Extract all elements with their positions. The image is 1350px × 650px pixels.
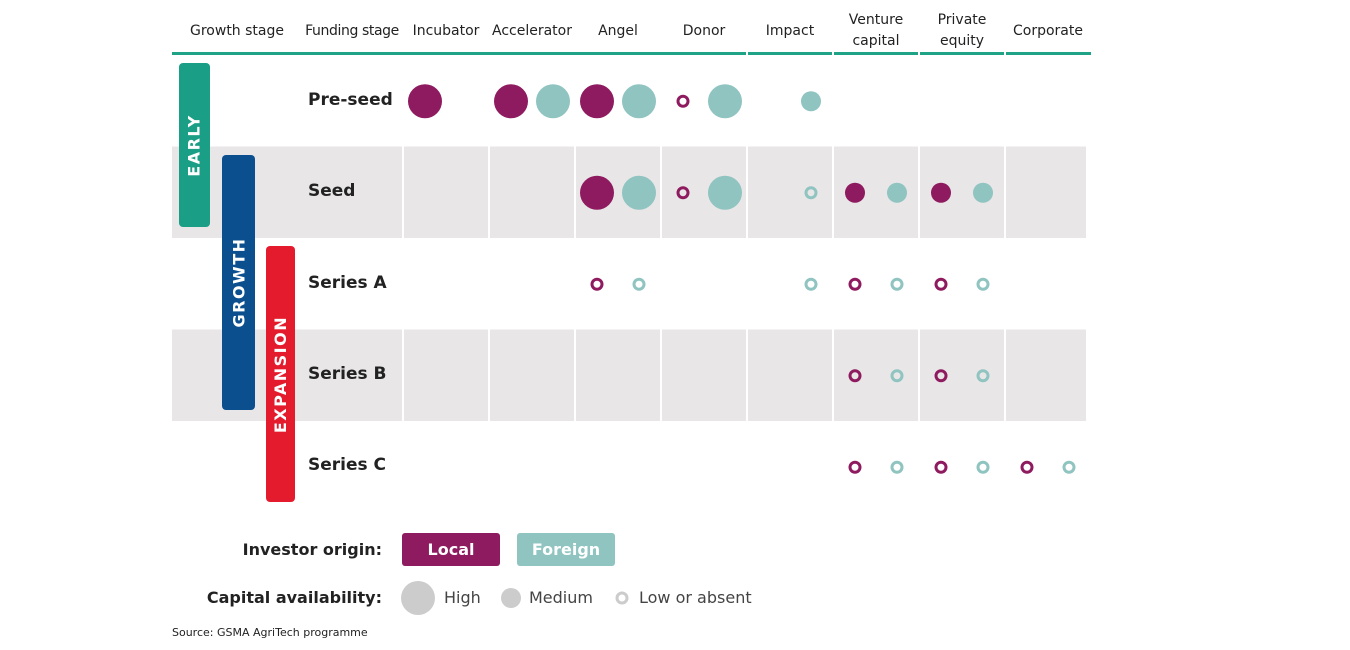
bubble-seed-donor-foreign (708, 175, 742, 210)
bubble-series-a-venture-capital-foreign (890, 277, 904, 291)
band-divider (1090, 146, 1092, 238)
band-divider (1004, 146, 1006, 238)
header-funding-stage: Funding stage (305, 23, 399, 39)
header-accelerator: Accelerator (492, 23, 572, 39)
legend-medium-label: Medium (529, 588, 593, 607)
band-divider (488, 146, 490, 238)
band-divider (918, 146, 920, 238)
header-angel: Angel (598, 23, 638, 39)
band-divider (574, 146, 576, 238)
band-divider (1090, 329, 1092, 421)
row-band-3 (172, 329, 1086, 421)
bubble-series-c-private-equity-local (934, 460, 948, 474)
bubble-series-b-private-equity-foreign (976, 369, 990, 383)
bubble-pre-seed-angel-foreign (622, 84, 656, 119)
bubble-seed-private-equity-foreign (973, 182, 993, 203)
bubble-seed-donor-local (676, 186, 690, 200)
bubble-series-b-private-equity-local (934, 369, 948, 383)
legend-low-label: Low or absent (639, 588, 752, 607)
band-divider (832, 146, 834, 238)
bubble-series-c-private-equity-foreign (976, 460, 990, 474)
bubble-pre-seed-incubator-local (408, 84, 442, 119)
bubble-series-c-corporate-local (1020, 460, 1034, 474)
header-growth-stage: Growth stage (190, 23, 284, 39)
header-rule-venture (834, 52, 918, 55)
bubble-series-a-private-equity-foreign (976, 277, 990, 291)
band-divider (488, 329, 490, 421)
legend-capital-title: Capital availability: (206, 588, 382, 607)
bubble-pre-seed-accelerator-local (494, 84, 528, 119)
bubble-seed-venture-capital-foreign (887, 182, 907, 203)
band-divider (1004, 329, 1006, 421)
legend-high-marker (401, 581, 435, 615)
bubble-series-a-angel-local (590, 277, 604, 291)
bubble-series-b-venture-capital-foreign (890, 369, 904, 383)
bubble-pre-seed-donor-local (676, 94, 690, 108)
band-divider (402, 146, 404, 238)
band-divider (660, 146, 662, 238)
stage-bar-early: EARLY (179, 63, 210, 227)
band-divider (746, 146, 748, 238)
legend-foreign-pill: Foreign (517, 533, 615, 566)
stage-bar-growth: GROWTH (222, 155, 255, 410)
bubble-series-a-angel-foreign (632, 277, 646, 291)
band-divider (660, 329, 662, 421)
bubble-series-c-venture-capital-local (848, 460, 862, 474)
bubble-seed-angel-foreign (622, 175, 656, 210)
header-impact: Impact (765, 23, 815, 39)
band-divider (574, 329, 576, 421)
stage-bar-expansion: EXPANSION (266, 246, 295, 502)
header-rule-impact (748, 52, 832, 55)
bubble-seed-angel-local (580, 175, 614, 210)
bubble-series-a-impact-foreign (804, 277, 818, 291)
row-label-series-a: Series A (308, 273, 387, 293)
bubble-series-b-venture-capital-local (848, 369, 862, 383)
row-label-series-b: Series B (308, 364, 387, 384)
bubble-series-c-corporate-foreign (1062, 460, 1076, 474)
legend-high-label: High (444, 588, 481, 607)
bubble-seed-impact-foreign (804, 186, 818, 200)
header-incubator: Incubator (412, 23, 480, 39)
band-divider (746, 329, 748, 421)
bubble-seed-venture-capital-local (845, 182, 865, 203)
legend-origin-title: Investor origin: (242, 540, 382, 559)
band-divider (832, 329, 834, 421)
legend-low-marker (615, 591, 629, 605)
header-rule-private (920, 52, 1004, 55)
bubble-pre-seed-donor-foreign (708, 84, 742, 119)
bubble-series-a-private-equity-local (934, 277, 948, 291)
bubble-series-c-venture-capital-foreign (890, 460, 904, 474)
band-divider (918, 329, 920, 421)
header-rule-corporate (1006, 52, 1091, 55)
bubble-pre-seed-angel-local (580, 84, 614, 119)
row-label-series-c: Series C (308, 455, 387, 475)
header-donor: Donor (682, 23, 726, 39)
header-private-equity: Private equity (937, 12, 987, 49)
source-note: Source: GSMA AgriTech programme (172, 626, 368, 639)
bubble-seed-private-equity-local (931, 182, 951, 203)
header-corporate: Corporate (1013, 23, 1083, 39)
legend-local-pill: Local (402, 533, 500, 566)
legend-medium-marker (501, 588, 521, 608)
bubble-pre-seed-accelerator-foreign (536, 84, 570, 119)
bubble-pre-seed-impact-foreign (801, 91, 821, 112)
row-label-pre-seed: Pre-seed (308, 90, 393, 110)
band-divider (402, 329, 404, 421)
header-venture-capital: Venture capital (848, 12, 904, 49)
row-label-seed: Seed (308, 181, 356, 201)
bubble-series-a-venture-capital-local (848, 277, 862, 291)
header-rule-main (172, 52, 746, 55)
